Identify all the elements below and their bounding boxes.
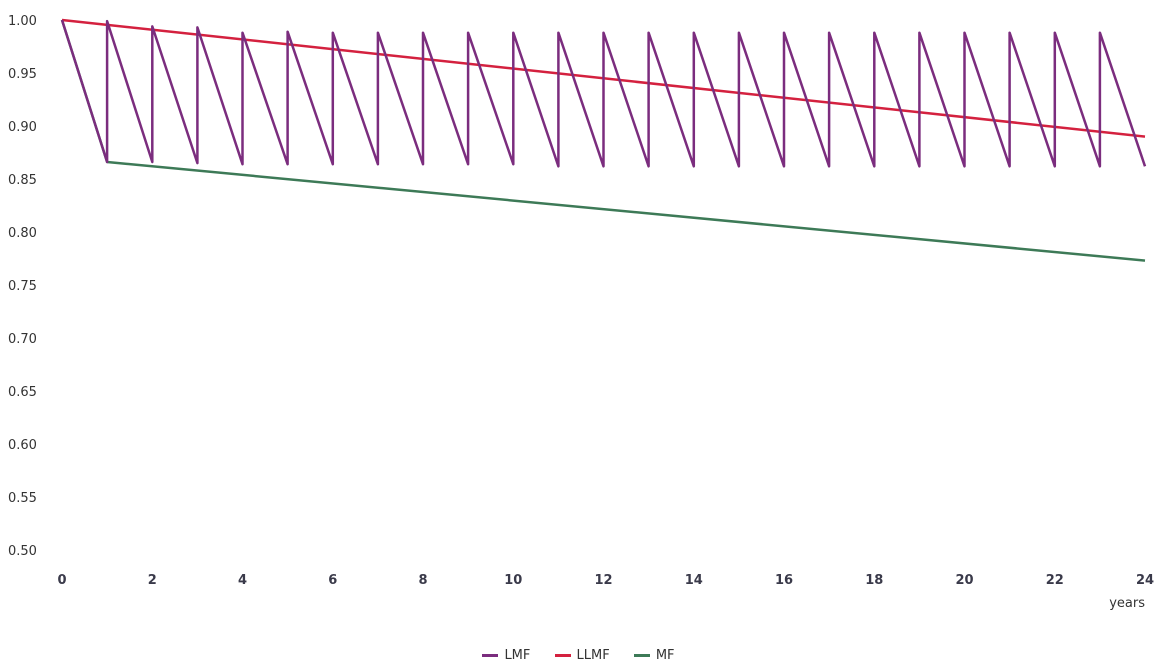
y-tick-label: 1.00 xyxy=(8,14,37,29)
x-tick-label: 4 xyxy=(238,573,247,588)
y-tick-label: 0.55 xyxy=(8,491,37,506)
y-tick-label: 0.50 xyxy=(8,544,37,559)
series-line-lmf xyxy=(60,19,1147,168)
y-tick-label: 0.90 xyxy=(8,120,37,135)
legend: LMF LLMF MF xyxy=(0,648,1157,663)
y-tick-label: 0.65 xyxy=(8,385,37,400)
y-tick-label: 0.80 xyxy=(8,226,37,241)
x-tick-label: 14 xyxy=(685,573,703,588)
legend-swatch-llmf xyxy=(554,654,571,657)
legend-label-llmf: LLMF xyxy=(576,648,610,663)
y-tick-label: 0.60 xyxy=(8,438,37,453)
y-tick-label: 0.95 xyxy=(8,67,37,82)
x-tick-label: 2 xyxy=(148,573,157,588)
x-tick-label: 10 xyxy=(504,573,522,588)
y-axis: 0.50 0.55 0.60 0.65 0.70 0.75 0.80 0.85 0.90 0.95… xyxy=(8,14,37,559)
x-tick-label: 12 xyxy=(594,573,612,588)
x-axis: 0 2 4 6 8 10 12 14 16 18 20 22 24 xyxy=(57,573,1154,588)
legend-item-mf: MF xyxy=(633,648,675,663)
x-tick-label: 24 xyxy=(1136,573,1154,588)
legend-swatch-lmf xyxy=(482,654,499,657)
x-tick-label: 20 xyxy=(955,573,973,588)
x-tick-label: 8 xyxy=(418,573,427,588)
y-tick-label: 0.85 xyxy=(8,173,37,188)
legend-item-lmf: LMF xyxy=(482,648,530,663)
series-layer xyxy=(60,18,1147,262)
x-tick-label: 16 xyxy=(775,573,793,588)
legend-swatch-mf xyxy=(633,654,650,657)
line-chart: 0.50 0.55 0.60 0.65 0.70 0.75 0.80 0.85 0.90 0.95… xyxy=(8,14,1154,611)
x-axis-label: years xyxy=(1109,596,1145,611)
legend-label-mf: MF xyxy=(655,648,675,663)
legend-label-lmf: LMF xyxy=(504,648,531,663)
x-tick-label: 22 xyxy=(1046,573,1064,588)
x-tick-label: 0 xyxy=(57,573,66,588)
y-tick-label: 0.70 xyxy=(8,332,37,347)
legend-item-llmf: LLMF xyxy=(554,648,610,663)
x-tick-label: 18 xyxy=(865,573,883,588)
y-tick-label: 0.75 xyxy=(8,279,37,294)
x-tick-label: 6 xyxy=(328,573,337,588)
